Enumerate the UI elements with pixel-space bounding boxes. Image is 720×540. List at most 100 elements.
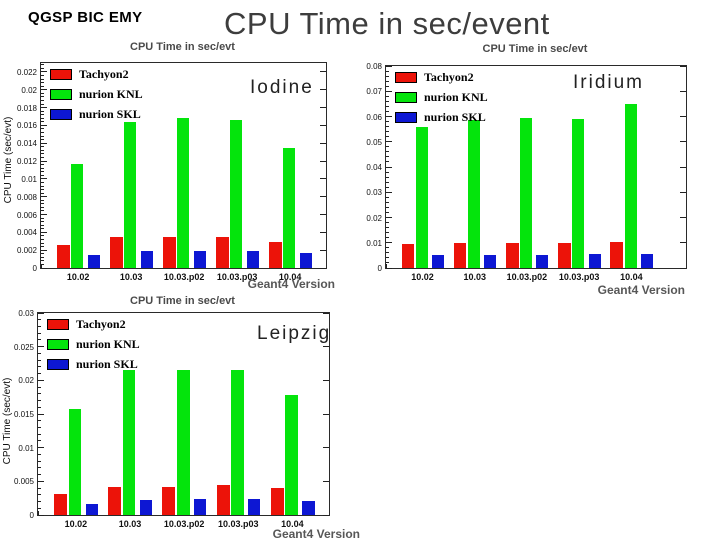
- y-tick: [41, 114, 44, 116]
- y-tick-right: [323, 514, 329, 516]
- y-tick: [41, 178, 47, 180]
- bar-tachyon2: [610, 241, 623, 268]
- legend-swatch-tachyon2: [395, 72, 417, 83]
- x-axis-title: Geant4 Version: [247, 277, 335, 291]
- y-tick: [41, 110, 44, 112]
- y-tick: [41, 221, 44, 223]
- y-tick: [41, 242, 44, 244]
- y-tick-right: [320, 231, 326, 233]
- bar-nurion-skl: [299, 252, 312, 268]
- y-tick-right: [320, 124, 326, 126]
- region-label-iodine: Iodine: [250, 77, 314, 98]
- y-tick: [386, 201, 389, 203]
- y-tick: [386, 116, 392, 117]
- y-tick-label: 0.02: [21, 85, 37, 95]
- bar-nurion-knl: [177, 369, 190, 515]
- y-tick-label: 0.002: [16, 246, 37, 256]
- y-tick: [41, 217, 44, 219]
- y-tick-right: [320, 178, 326, 180]
- y-tick: [38, 440, 41, 442]
- y-tick: [41, 171, 44, 173]
- y-tick-right: [680, 267, 686, 269]
- x-tick: [41, 264, 42, 268]
- y-tick: [41, 71, 47, 73]
- x-tick-label: 10.04: [278, 272, 302, 282]
- y-tick: [38, 400, 41, 402]
- y-tick-label: 0: [32, 264, 37, 273]
- chart-title: CPU Time in sec/evt: [482, 43, 588, 55]
- y-tick-label: 0: [29, 511, 34, 520]
- y-tick-label: 0.016: [16, 121, 37, 131]
- x-tick-label: 10.03.p03: [216, 272, 258, 282]
- y-tick: [386, 85, 389, 87]
- y-tick: [386, 196, 389, 198]
- corner-tag: QGSP BIC EMY: [28, 9, 143, 26]
- bar-tachyon2: [453, 242, 467, 268]
- x-tick-label: 10.03: [118, 519, 142, 529]
- y-tick: [41, 156, 44, 158]
- x-tick-label: 10.03.p03: [218, 519, 259, 529]
- x-tick-label: 10.02: [411, 272, 434, 282]
- y-tick-right: [323, 413, 329, 415]
- bar-tachyon2: [109, 236, 123, 268]
- chart-leipzig: CPU Time in sec/evt CPU Time (sec/evt) 0…: [0, 293, 360, 540]
- y-tick-right: [323, 312, 329, 314]
- bar-tachyon2: [401, 244, 415, 268]
- x-axis-title: Geant4 Version: [272, 527, 360, 540]
- bar-nurion-skl: [484, 254, 497, 268]
- y-tick-label: 0.03: [366, 188, 382, 198]
- y-tick: [386, 100, 389, 102]
- bar-tachyon2: [54, 494, 68, 515]
- y-tick-right: [323, 346, 329, 348]
- y-tick-label: 0.012: [16, 157, 37, 167]
- y-tick: [386, 126, 389, 128]
- y-tick: [38, 480, 44, 482]
- y-tick: [41, 203, 44, 205]
- legend-entry: nurion KNL: [50, 87, 143, 102]
- y-tick: [386, 191, 392, 193]
- legend-label: nurion KNL: [424, 90, 488, 104]
- bar-tachyon2: [162, 486, 176, 515]
- legend-entry: Tachyon2: [50, 67, 143, 82]
- bar-nurion-knl: [624, 104, 637, 268]
- bar-tachyon2: [506, 243, 519, 268]
- bar-nurion-knl: [177, 118, 190, 268]
- y-tick-label: 0.014: [16, 139, 37, 149]
- x-tick-label: 10.04: [620, 272, 643, 282]
- y-tick: [41, 267, 47, 269]
- chart-iridium: CPU Time in sec/evt 0 0.01 0.02 0.03 0.04 0.0…: [350, 42, 700, 302]
- y-tick: [41, 263, 44, 265]
- bar-nurion-knl: [124, 121, 137, 268]
- y-tick: [386, 222, 389, 224]
- y-tick: [41, 206, 44, 208]
- bar-nurion-skl: [246, 251, 259, 268]
- x-tick: [38, 511, 39, 515]
- y-tick: [41, 78, 44, 80]
- y-tick: [38, 339, 41, 341]
- y-tick: [386, 252, 389, 254]
- y-tick: [38, 501, 41, 503]
- y-tick: [386, 171, 389, 173]
- y-tick-label: 0.01: [18, 443, 34, 453]
- bar-nurion-skl: [87, 254, 100, 268]
- y-tick-label: 0.01: [21, 174, 37, 184]
- y-tick: [38, 386, 41, 388]
- legend-entry: Tachyon2: [47, 317, 140, 332]
- y-tick: [38, 325, 41, 327]
- bar-nurion-skl: [140, 251, 153, 268]
- y-tick-right: [320, 160, 326, 162]
- y-tick: [38, 359, 41, 361]
- legend-entry: nurion KNL: [47, 337, 140, 352]
- y-tick-label: 0.07: [366, 87, 382, 97]
- legend-entry: nurion KNL: [395, 90, 488, 105]
- y-tick: [38, 487, 41, 489]
- legend-entry: nurion SKL: [50, 107, 143, 122]
- y-tick: [38, 413, 44, 415]
- y-tick-right: [680, 116, 686, 117]
- y-tick: [41, 196, 47, 198]
- y-tick: [386, 80, 389, 82]
- y-tick: [38, 312, 44, 314]
- y-tick-right: [320, 214, 326, 216]
- region-label-leipzig: Leipzig: [257, 323, 332, 344]
- region-label-iridium: Iridium: [573, 72, 645, 93]
